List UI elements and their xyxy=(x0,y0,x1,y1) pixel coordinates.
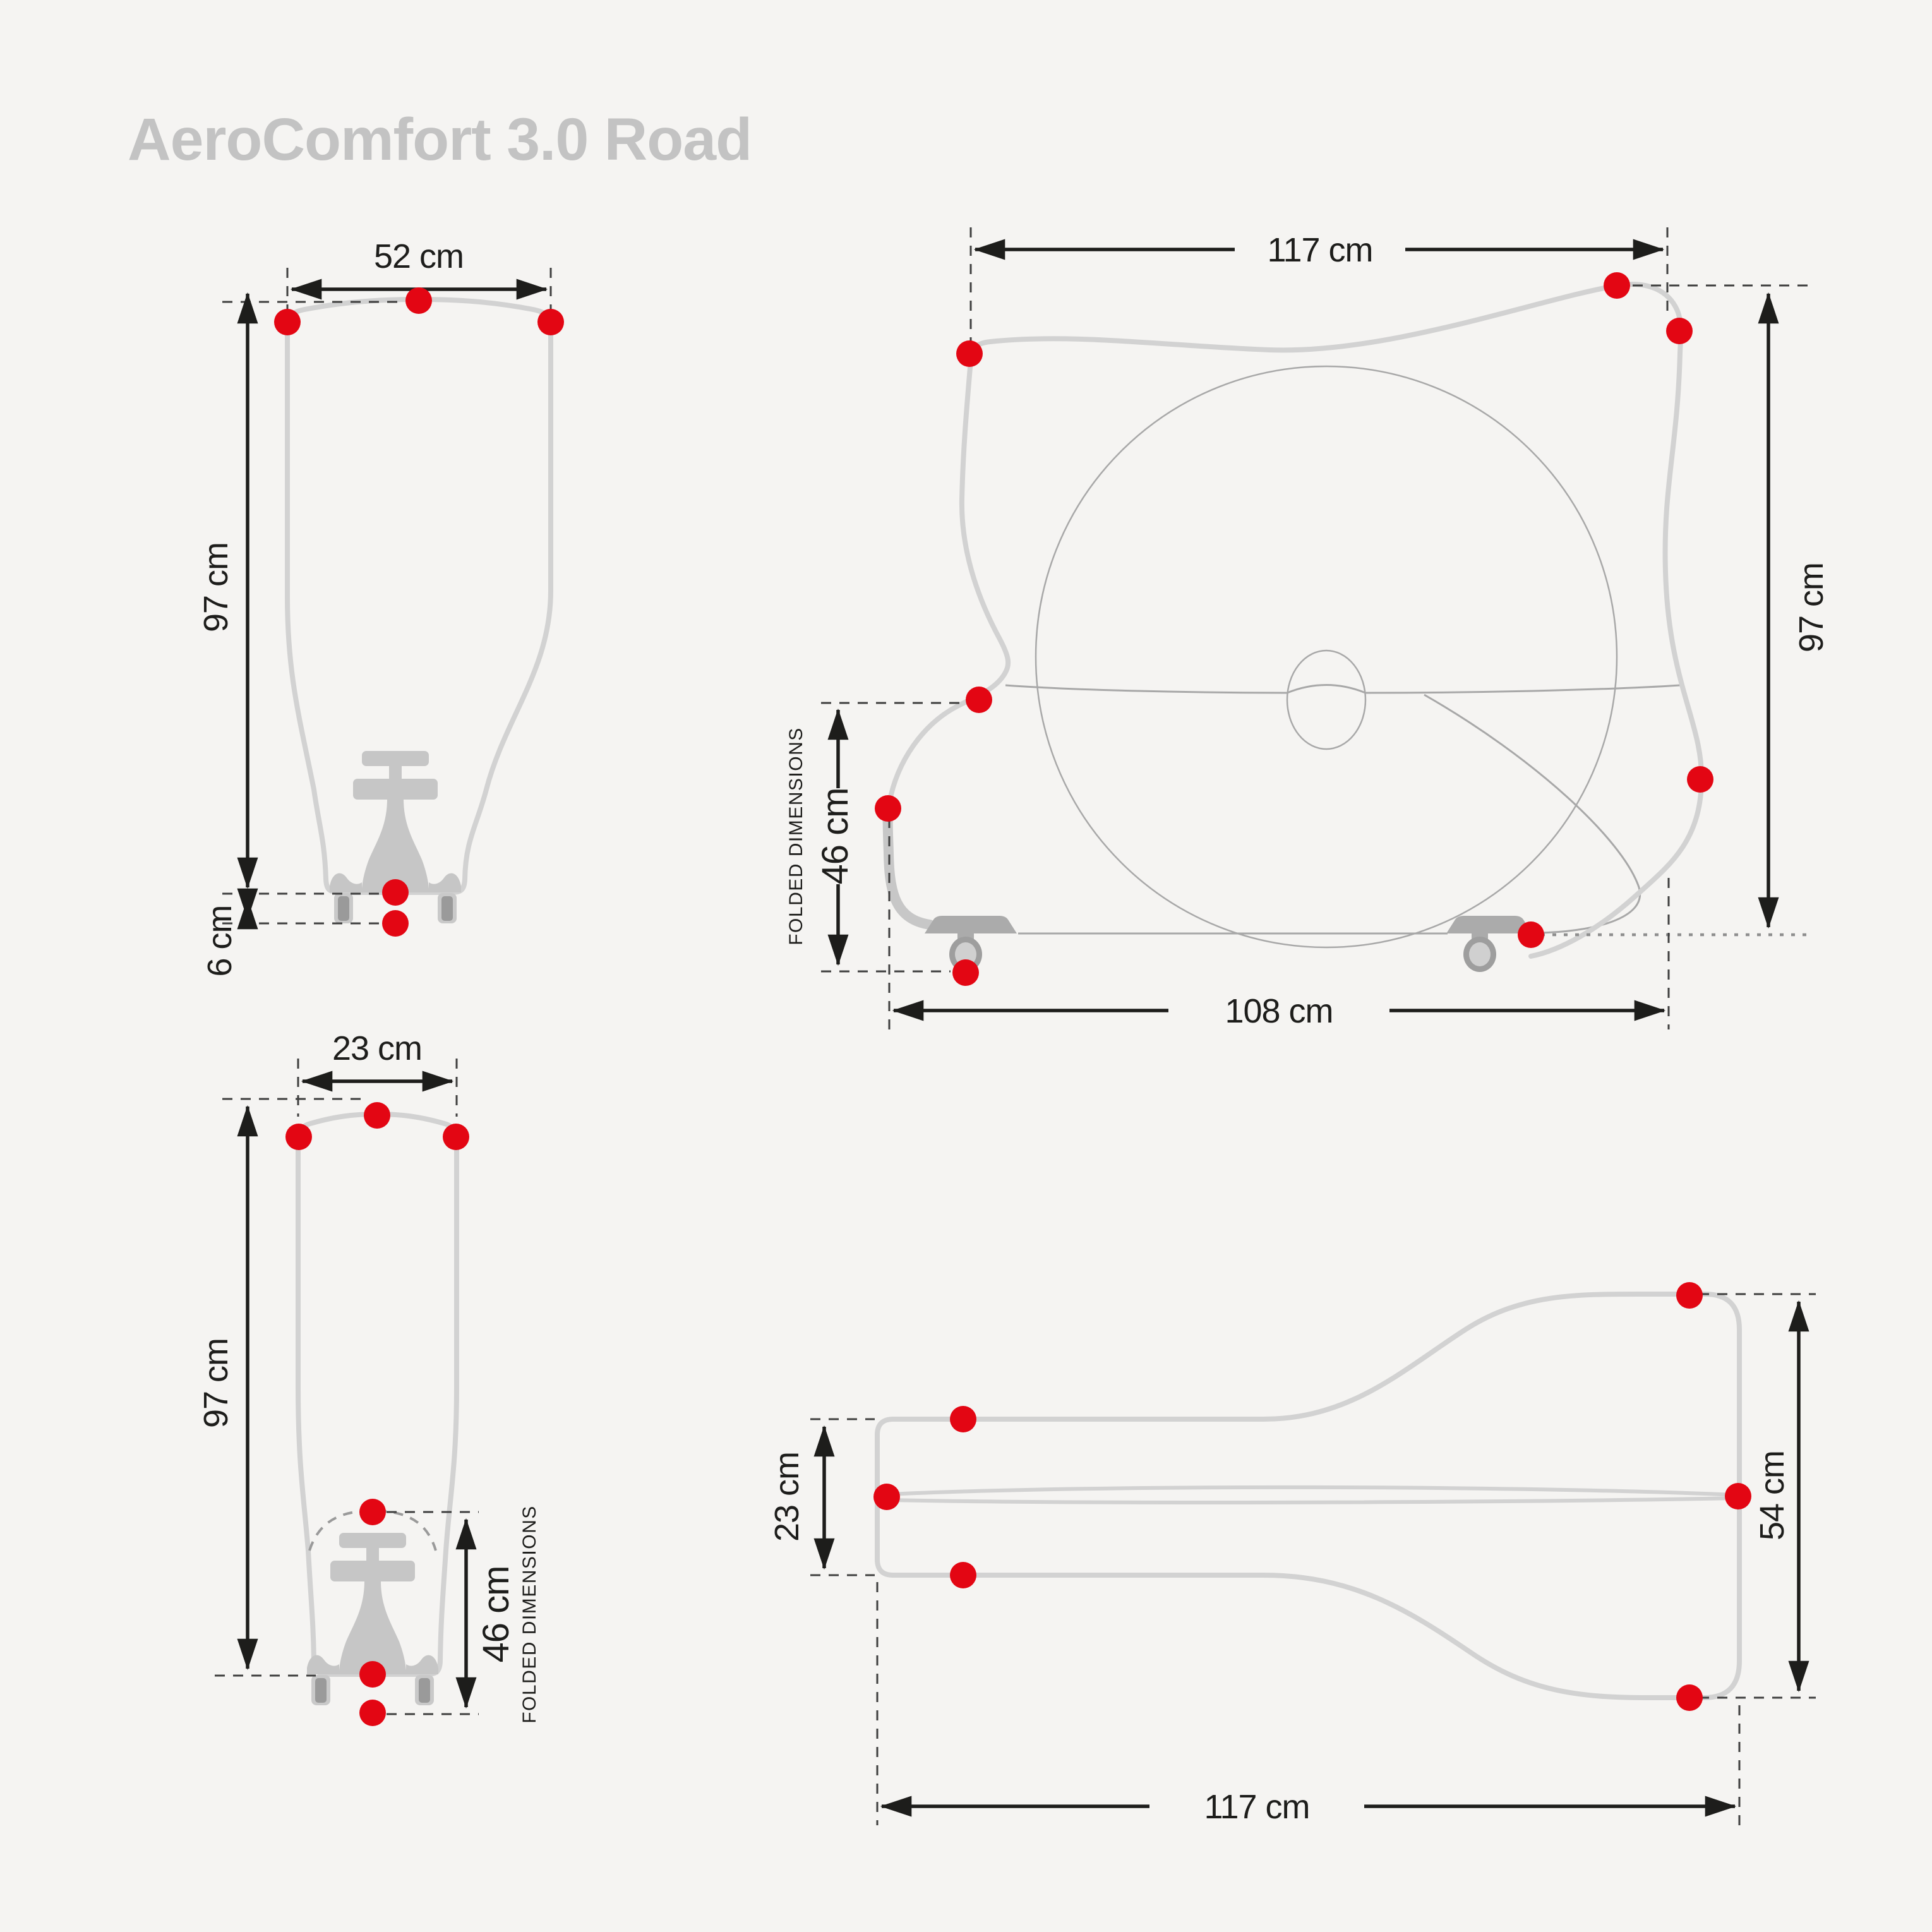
flap-edge-highlight xyxy=(882,805,935,930)
folded-top-arc xyxy=(308,1509,437,1551)
folded-dimensions-label: FOLDED DIMENSIONS xyxy=(786,727,807,945)
front-view: 52 cm 97 cm 6 cm xyxy=(197,237,564,977)
folded-height-label: 46 cm xyxy=(815,788,856,885)
marker-dot xyxy=(1518,921,1544,948)
fork-blade-line xyxy=(887,1496,1739,1504)
width-label: 52 cm xyxy=(374,237,464,275)
caster-wheel-hub xyxy=(955,942,976,966)
length-label: 117 cm xyxy=(1204,1788,1309,1826)
bike-stand-silhouette xyxy=(307,1533,438,1674)
marker-dot xyxy=(956,340,983,367)
skid-plate xyxy=(925,916,1017,933)
caster-wheel xyxy=(311,1675,330,1705)
skid-plate xyxy=(1446,916,1532,933)
marker-dot xyxy=(1604,272,1630,299)
marker-dot xyxy=(359,1661,386,1688)
caster-wheel xyxy=(415,1675,434,1705)
height-label: 97 cm xyxy=(1792,563,1830,652)
bag-outline xyxy=(885,282,1705,959)
handlebar-width-label: 54 cm xyxy=(1753,1451,1791,1540)
bike-wheel-circle xyxy=(1035,365,1618,949)
marker-dot xyxy=(382,910,409,937)
wheelbase-label: 108 cm xyxy=(1225,992,1333,1030)
marker-dot xyxy=(875,795,901,822)
marker-dot xyxy=(1666,318,1693,344)
top-view: 23 cm 54 cm 117 cm xyxy=(768,1282,1816,1826)
marker-dot xyxy=(1676,1282,1703,1309)
marker-dot xyxy=(1676,1684,1703,1711)
caster-wheel-hub xyxy=(1469,942,1491,966)
marker-dot xyxy=(364,1102,390,1129)
bag-outline xyxy=(285,297,553,895)
height-label: 97 cm xyxy=(197,1338,235,1428)
marker-dot xyxy=(966,687,992,713)
folded-dimensions-label: FOLDED DIMENSIONS xyxy=(519,1505,540,1724)
marker-dot xyxy=(359,1499,386,1525)
marker-dot xyxy=(405,287,432,314)
wheel-hub-circle xyxy=(1286,649,1367,750)
length-label: 117 cm xyxy=(1267,231,1372,269)
page-title: AeroComfort 3.0 Road xyxy=(128,106,752,173)
marker-dot xyxy=(950,1562,976,1588)
fork-width-label: 23 cm xyxy=(768,1452,806,1542)
caster-wheel xyxy=(334,893,353,923)
marker-dot xyxy=(285,1124,312,1150)
fork-blade-line xyxy=(887,1485,1739,1497)
marker-dot xyxy=(952,959,979,986)
divider-line xyxy=(1005,684,1681,694)
marker-dot xyxy=(443,1124,469,1150)
folded-height-label: 46 cm xyxy=(476,1566,517,1663)
clearance-label: 6 cm xyxy=(201,905,239,976)
front-folded-view: 23 cm 97 cm 46 cm FOLDED DIMENSIONS xyxy=(197,1029,540,1726)
marker-dot xyxy=(1687,766,1713,793)
marker-dot xyxy=(359,1700,386,1726)
marker-dot xyxy=(950,1406,976,1432)
marker-dot xyxy=(537,309,564,335)
marker-dot xyxy=(1725,1483,1751,1509)
marker-dot xyxy=(873,1484,900,1510)
marker-dot xyxy=(274,309,301,335)
marker-dot xyxy=(382,879,409,906)
side-view: 117 cm 97 cm 46 cm FOLDED DIMENSIONS xyxy=(786,227,1830,1030)
bag-outline xyxy=(875,1291,1742,1700)
bike-stand-silhouette xyxy=(330,751,461,892)
caster-wheel xyxy=(438,893,457,923)
height-label: 97 cm xyxy=(197,543,235,632)
width-label: 23 cm xyxy=(332,1029,422,1067)
